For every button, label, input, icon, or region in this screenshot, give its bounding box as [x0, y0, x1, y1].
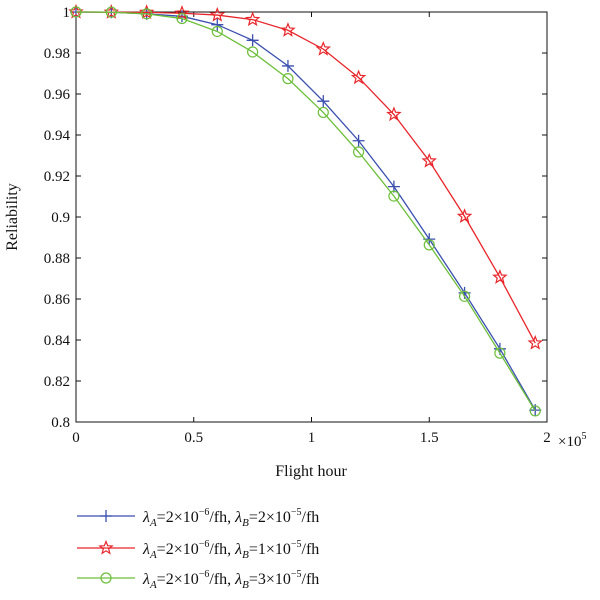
- data-point-circle: [247, 46, 259, 58]
- data-point-circle: [70, 6, 82, 18]
- legend-label-eqA: =2×10: [157, 509, 199, 526]
- data-point-circle: [211, 25, 223, 38]
- legend-label-subB: B: [242, 579, 249, 591]
- y-tick-label: 1: [63, 5, 71, 21]
- x-multiplier-exponent: 5: [581, 431, 586, 442]
- y-tick-label: 0.88: [44, 251, 70, 267]
- data-point-circle: [317, 106, 329, 119]
- data-point-circle: [423, 239, 435, 251]
- y-tick-label: 0.84: [44, 333, 71, 349]
- data-point-star: [244, 11, 261, 27]
- data-point-star: [492, 269, 508, 284]
- plot-area: [75, 11, 548, 423]
- data-point-star: [527, 334, 543, 350]
- data-point-plus: [246, 34, 259, 47]
- y-tick-label: 0.98: [44, 46, 70, 62]
- data-point-star: [386, 106, 402, 122]
- legend-label-unitB: /fh: [302, 541, 320, 558]
- legend-entry: λA=2×10−6/fh, λB=2×10−5/fh: [77, 507, 319, 529]
- legend-label-unitA: /fh,: [209, 541, 235, 558]
- x-tick-label: 1: [308, 430, 316, 446]
- legend-label-unitB: /fh: [302, 509, 320, 526]
- data-point-circle: [529, 405, 541, 417]
- x-axis-multiplier: ×105: [558, 431, 586, 450]
- legend-label-expA: −6: [199, 539, 210, 550]
- data-point-circle: [458, 290, 471, 302]
- data-point-plus: [317, 95, 330, 108]
- legend-entry: λA=2×10−6/fh, λB=1×10−5/fh: [77, 539, 319, 561]
- legend-label-subB: B: [242, 517, 249, 529]
- data-point-star: [280, 22, 296, 37]
- data-point-circle: [141, 8, 153, 20]
- x-axis-label: Flight hour: [275, 463, 347, 480]
- data-point-star: [174, 5, 190, 20]
- y-tick-label: 0.92: [44, 169, 70, 185]
- data-point-star: [98, 539, 114, 555]
- legend-label-lamA: λ: [142, 509, 150, 526]
- x-multiplier-base: ×10: [558, 434, 581, 450]
- data-point-star: [350, 69, 367, 85]
- data-point-plus: [281, 59, 294, 72]
- legend-label-eqB: =2×10: [249, 509, 291, 526]
- legend-label-subB: B: [242, 549, 249, 561]
- x-tick-label: 2: [543, 430, 551, 446]
- legend-label-eqB: =3×10: [249, 571, 291, 588]
- x-tick-label: 0: [72, 430, 80, 446]
- legend-label-expB: −5: [291, 569, 302, 580]
- y-tick-label: 0.9: [51, 210, 70, 226]
- data-point-plus: [211, 18, 224, 31]
- data-point-star: [421, 152, 438, 168]
- data-point-circle: [388, 190, 400, 202]
- y-tick-label: 0.96: [44, 87, 71, 103]
- y-tick-label: 0.94: [44, 128, 71, 144]
- legend-label-lamB: λ: [234, 509, 242, 526]
- data-point-circle: [176, 12, 188, 25]
- legend-label-expB: −5: [291, 539, 302, 550]
- data-point-circle: [494, 347, 506, 359]
- data-point-star: [138, 4, 155, 20]
- data-point-circle: [282, 73, 294, 85]
- legend-label-unitA: /fh,: [209, 509, 235, 526]
- x-tick-label: 0.5: [184, 430, 203, 446]
- legend-label: λA=2×10−6/fh, λB=2×10−5/fh: [142, 507, 319, 529]
- legend-label-eqA: =2×10: [157, 571, 199, 588]
- legend: λA=2×10−6/fh, λB=2×10−5/fhλA=2×10−6/fh, …: [77, 507, 319, 591]
- legend-label-eqA: =2×10: [157, 541, 199, 558]
- legend-entry: λA=2×10−6/fh, λB=3×10−5/fh: [77, 569, 319, 591]
- data-point-star: [456, 208, 473, 223]
- legend-label: λA=2×10−6/fh, λB=1×10−5/fh: [142, 539, 319, 561]
- x-tick-label: 1.5: [420, 430, 439, 446]
- legend-label-subA: A: [149, 579, 157, 591]
- y-tick-label: 0.86: [44, 292, 71, 308]
- series-line: [75, 11, 536, 344]
- data-point-plus: [352, 134, 365, 147]
- axis-ticks: 0 0.5 1 1.5 2 0.8 0.82 0.84 0.86 0.88 0.9 0.92 0.94 0…: [44, 5, 551, 446]
- legend-label-lamB: λ: [234, 541, 242, 558]
- y-axis-label: Reliability: [4, 183, 21, 251]
- series-line: [75, 11, 536, 412]
- legend-label-lamA: λ: [142, 571, 150, 588]
- data-point-circle: [353, 146, 365, 158]
- legend-label-eqB: =1×10: [249, 541, 291, 558]
- y-tick-label: 0.8: [51, 415, 70, 431]
- legend-label-subA: A: [149, 549, 157, 561]
- legend-label: λA=2×10−6/fh, λB=3×10−5/fh: [142, 569, 319, 591]
- legend-label-expB: −5: [291, 507, 302, 518]
- legend-label-lamA: λ: [142, 541, 150, 558]
- legend-label-lamB: λ: [234, 571, 242, 588]
- data-point-star: [209, 6, 226, 22]
- data-point-circle: [105, 6, 117, 18]
- series-circle: [70, 6, 541, 417]
- legend-label-subA: A: [149, 517, 157, 529]
- y-tick-label: 0.82: [44, 374, 70, 390]
- data-point-circle: [100, 572, 112, 584]
- legend-label-unitB: /fh: [302, 571, 320, 588]
- series-layer: [68, 3, 543, 417]
- data-point-star: [315, 40, 332, 56]
- legend-label-expA: −6: [199, 569, 210, 580]
- legend-label-expA: −6: [199, 507, 210, 518]
- data-point-plus: [100, 510, 112, 522]
- legend-label-unitA: /fh,: [209, 571, 235, 588]
